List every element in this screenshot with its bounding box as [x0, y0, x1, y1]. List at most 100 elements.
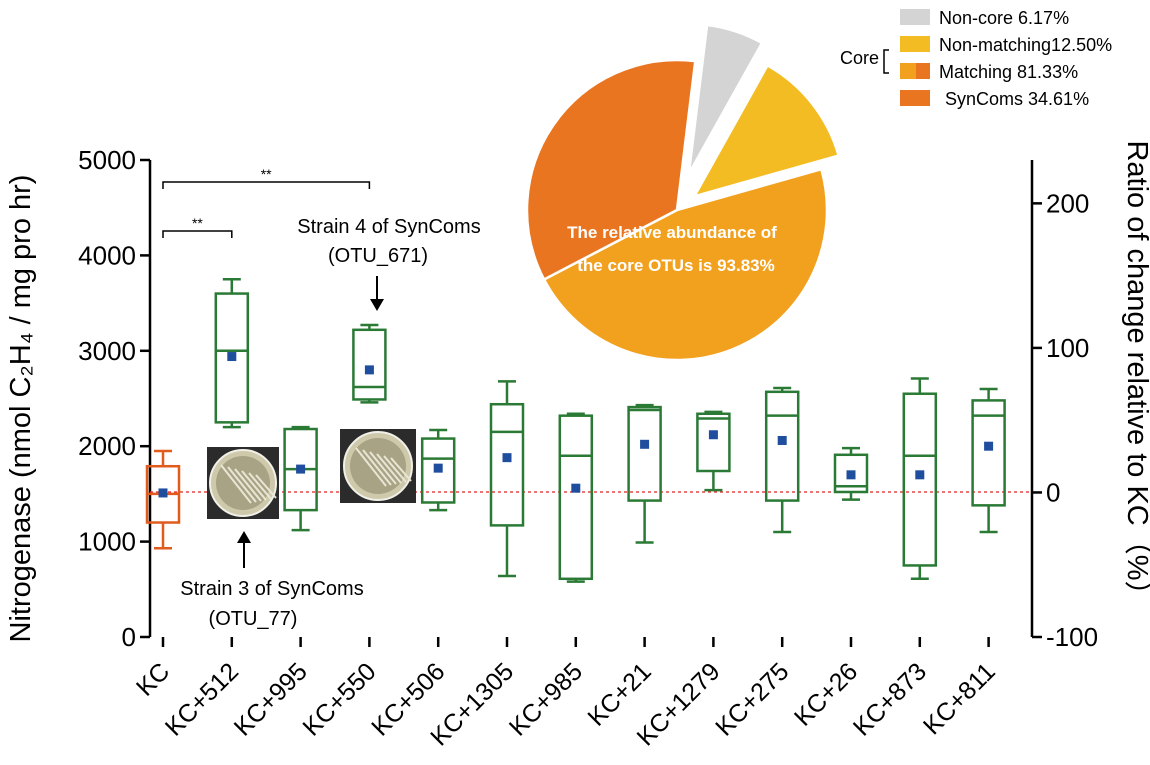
- box-iqr: [764, 390, 800, 502]
- box-KC+985: [558, 412, 594, 583]
- strain4-plate-photo: [340, 429, 416, 503]
- significance-label: **: [192, 215, 203, 231]
- y-tick-label: 1000: [78, 527, 136, 557]
- mean-marker: [296, 464, 306, 474]
- mean-marker: [227, 352, 237, 362]
- mean-marker: [846, 470, 856, 480]
- x-tick-label: KC+550: [297, 657, 381, 741]
- plate-streak: [220, 464, 252, 504]
- pie-center-text-line2: the core OTUs is 93.83%: [577, 256, 774, 275]
- plate-streak: [248, 472, 272, 500]
- significance-bracket: **: [162, 166, 371, 189]
- plate-streak: [355, 447, 387, 487]
- box-iqr: [696, 412, 731, 473]
- pie-slice-matching: [542, 167, 829, 362]
- legend-item: Non-matching12.50%: [900, 35, 1112, 55]
- box-KC+811: [971, 387, 1006, 534]
- strain4-arrow-head: [370, 299, 384, 311]
- y-tick-label: 4000: [78, 240, 136, 270]
- plate-streak: [369, 451, 397, 485]
- bracket-line: [162, 181, 371, 189]
- y-tick-label: 2000: [78, 431, 136, 461]
- box-iqr: [214, 292, 250, 424]
- significance-label: **: [261, 166, 272, 182]
- pie-slice-syncoms: [525, 58, 697, 282]
- legend-label: Non-core 6.17%: [939, 8, 1069, 28]
- strain4-label-line2: (OTU_671): [328, 245, 428, 267]
- legend-label: Non-matching12.50%: [939, 35, 1112, 55]
- x-tick-label: KC: [131, 657, 175, 701]
- bracket-line: [162, 230, 233, 238]
- legend-swatch: [900, 9, 930, 25]
- box-KC+1279: [696, 410, 731, 492]
- x-tick-label: KC+995: [229, 657, 313, 741]
- box-iqr: [627, 405, 662, 502]
- plate-streak: [383, 455, 407, 483]
- box-KC+995: [283, 425, 318, 532]
- mean-marker: [915, 470, 925, 480]
- box-iqr: [420, 437, 456, 504]
- box-KC+873: [902, 377, 938, 581]
- strain3-arrow-head: [237, 531, 251, 543]
- x-tick-label: KC+985: [504, 657, 588, 741]
- mean-marker: [640, 439, 650, 449]
- box-iqr: [558, 414, 594, 581]
- legend-label: SynComs 34.61%: [945, 89, 1089, 109]
- plate-streak: [241, 470, 267, 501]
- mean-marker: [364, 365, 374, 375]
- significance-bracket: **: [162, 215, 233, 238]
- mean-marker: [571, 483, 581, 493]
- y2-tick-label: 200: [1046, 188, 1089, 218]
- plate-streak: [390, 457, 412, 482]
- pie-slice-non-core: [687, 23, 764, 175]
- box-KC+550: [352, 323, 387, 404]
- box-iqr: [971, 399, 1006, 507]
- legend-label: Matching 81.33%: [939, 62, 1078, 82]
- y-tick-label: 5000: [78, 145, 136, 175]
- box-KC+1305: [489, 380, 525, 578]
- x-tick-label: KC+873: [848, 657, 932, 741]
- legend-swatch-secondary: [916, 63, 930, 79]
- box-KC: [145, 449, 181, 550]
- legend-swatch: [900, 63, 916, 79]
- y2-axis-title: Ratio of change relative to KC（%）: [1121, 140, 1150, 609]
- box-KC+506: [420, 428, 456, 512]
- legend-item: Matching 81.33%: [900, 62, 1078, 82]
- box-iqr: [902, 392, 938, 567]
- plate-streak: [376, 453, 402, 484]
- y2-tick-label: -100: [1046, 622, 1098, 652]
- mean-marker: [708, 430, 718, 440]
- y-tick-label: 3000: [78, 336, 136, 366]
- mean-marker: [777, 435, 787, 445]
- box-KC+21: [627, 403, 662, 544]
- box-KC+26: [833, 446, 869, 501]
- box-KC+275: [764, 386, 800, 534]
- x-tick-label: KC+512: [160, 657, 244, 741]
- plate-streak: [255, 474, 277, 499]
- y-tick-label: 0: [122, 622, 136, 652]
- legend-swatch: [900, 90, 930, 106]
- plate-streak: [227, 466, 257, 503]
- strain3-label-line1: Strain 3 of SynComs: [180, 578, 363, 600]
- legend-group-bracket: [883, 49, 889, 74]
- x-tick-label: KC+275: [710, 657, 794, 741]
- pie-slice-non-matching: [691, 63, 841, 199]
- mean-marker: [984, 441, 994, 451]
- mean-marker: [158, 488, 168, 498]
- pie-center-text-line1: The relative abundance of: [567, 223, 777, 242]
- y2-tick-label: 0: [1046, 477, 1060, 507]
- plate-streak: [234, 468, 262, 502]
- mean-marker: [502, 453, 512, 463]
- mean-marker: [433, 463, 443, 473]
- legend-item: SynComs 34.61%: [900, 89, 1089, 109]
- legend-swatch: [900, 36, 930, 52]
- y2-tick-label: 100: [1046, 333, 1089, 363]
- box-iqr: [352, 328, 387, 401]
- legend-item: Non-core 6.17%: [900, 8, 1069, 28]
- box-iqr: [833, 453, 869, 494]
- legend-group-label: Core: [840, 48, 879, 68]
- y-axis-title: Nitrogenase (nmol C₂H₄ / mg pro hr): [5, 175, 37, 643]
- x-tick-label: KC+811: [918, 657, 1001, 740]
